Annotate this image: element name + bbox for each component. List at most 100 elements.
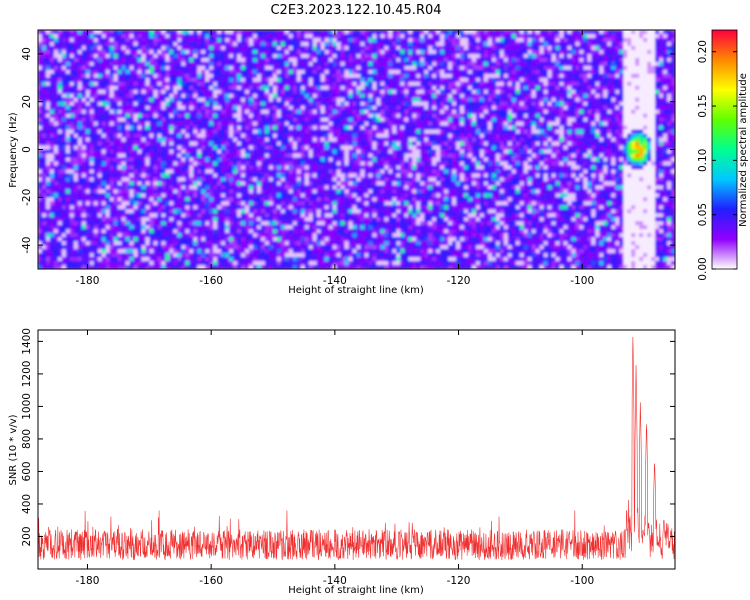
heatmap-cell <box>619 141 624 147</box>
heatmap-cell <box>280 137 286 143</box>
heatmap-cell <box>89 145 95 151</box>
heatmap-cell <box>237 113 242 119</box>
heatmap-cell <box>507 109 513 115</box>
heatmap-cell <box>241 37 246 43</box>
heatmap-cell <box>284 33 290 39</box>
heatmap-cell <box>380 57 385 63</box>
heatmap-cell <box>647 125 652 131</box>
heatmap-cell <box>575 133 581 139</box>
heatmap-cell <box>201 133 206 139</box>
heatmap-cell <box>599 125 604 131</box>
heatmap-cell <box>53 141 59 147</box>
heatmap-cell <box>368 41 374 47</box>
heatmap-cell <box>531 61 537 67</box>
heatmap-cell <box>233 145 238 151</box>
heatmap-cell <box>483 93 489 99</box>
heatmap-cell <box>38 153 43 159</box>
heatmap-cell <box>384 117 389 123</box>
heatmap-cell <box>432 30 437 35</box>
heatmap-cell <box>352 85 358 91</box>
heatmap-cell <box>260 41 266 47</box>
heatmap-cell <box>659 113 664 119</box>
heatmap-cell <box>444 53 449 59</box>
heatmap-cell <box>475 49 481 55</box>
heatmap-cell <box>245 77 250 83</box>
heatmap-cell <box>288 149 294 155</box>
heatmap-cell <box>611 117 616 123</box>
heatmap-cell <box>507 105 513 111</box>
heatmap-cell <box>149 129 155 135</box>
heatmap-cell <box>109 57 115 63</box>
heatmap-cell <box>177 133 182 139</box>
heatmap-cell <box>595 41 600 47</box>
heatmap-cell <box>129 125 135 131</box>
heatmap-cell <box>308 113 314 119</box>
heatmap-cell <box>655 85 660 91</box>
heatmap-cell <box>312 33 318 39</box>
heatmap-cell <box>49 109 55 115</box>
heatmap-cell <box>515 49 521 55</box>
heatmap-cell <box>372 141 378 147</box>
heatmap-cell <box>320 101 326 107</box>
heatmap-cell <box>137 101 143 107</box>
heatmap-cell <box>639 49 644 55</box>
heatmap-cell <box>69 133 75 139</box>
heatmap-cell <box>332 49 338 55</box>
heatmap-cell <box>627 85 632 91</box>
heatmap-cell <box>416 45 421 51</box>
heatmap-cell <box>53 77 59 83</box>
heatmap-cell <box>53 89 59 95</box>
heatmap-cell <box>388 89 393 95</box>
heatmap-cell <box>599 30 604 35</box>
heatmap-cell <box>503 105 509 111</box>
heatmap-cell <box>125 30 131 35</box>
heatmap-cell <box>81 149 87 155</box>
heatmap-cell <box>161 145 166 151</box>
heatmap-cell <box>41 37 47 43</box>
heatmap-cell <box>288 125 294 131</box>
heatmap-cell <box>643 149 648 155</box>
heatmap-cell <box>412 53 417 59</box>
heatmap-cell <box>161 109 166 115</box>
heatmap-cell <box>69 45 75 51</box>
heatmap-cell <box>607 141 612 147</box>
heatmap-cell <box>607 117 612 123</box>
heatmap-cell <box>404 117 409 123</box>
heatmap-cell <box>324 97 330 103</box>
heatmap-cell <box>396 137 401 143</box>
heatmap-cell <box>296 77 302 83</box>
heatmap-cell <box>237 121 242 127</box>
heatmap-cell <box>193 61 198 67</box>
heatmap-cell <box>77 49 83 55</box>
heatmap-cell <box>45 113 51 119</box>
heatmap-cell <box>619 57 624 63</box>
heatmap-cell <box>193 101 198 107</box>
heatmap-cell <box>324 49 330 55</box>
heatmap-cell <box>563 137 569 143</box>
heatmap-cell <box>217 73 222 79</box>
heatmap-cell <box>149 97 155 103</box>
heatmap-cell <box>515 85 521 91</box>
heatmap-cell <box>332 81 338 87</box>
heatmap-cell <box>209 45 214 51</box>
heatmap-cell <box>603 81 608 87</box>
heatmap-cell <box>245 149 250 155</box>
heatmap-cell <box>324 73 330 79</box>
heatmap-cell <box>173 65 178 71</box>
heatmap-cell <box>491 37 497 43</box>
heatmap-cell <box>209 65 214 71</box>
heatmap-cell <box>344 129 350 135</box>
heatmap-cell <box>185 149 190 155</box>
heatmap-cell <box>272 125 278 131</box>
heatmap-cell <box>631 141 636 147</box>
heatmap-cell <box>177 85 182 91</box>
heatmap-cell <box>400 53 405 59</box>
heatmap-cell <box>483 77 489 83</box>
heatmap-cell <box>571 57 577 63</box>
heatmap-cell <box>125 61 131 67</box>
heatmap-cell <box>81 53 87 59</box>
heatmap-cell <box>424 69 429 75</box>
heatmap-cell <box>149 109 155 115</box>
heatmap-cell <box>452 89 457 95</box>
heatmap-cell <box>519 73 525 79</box>
